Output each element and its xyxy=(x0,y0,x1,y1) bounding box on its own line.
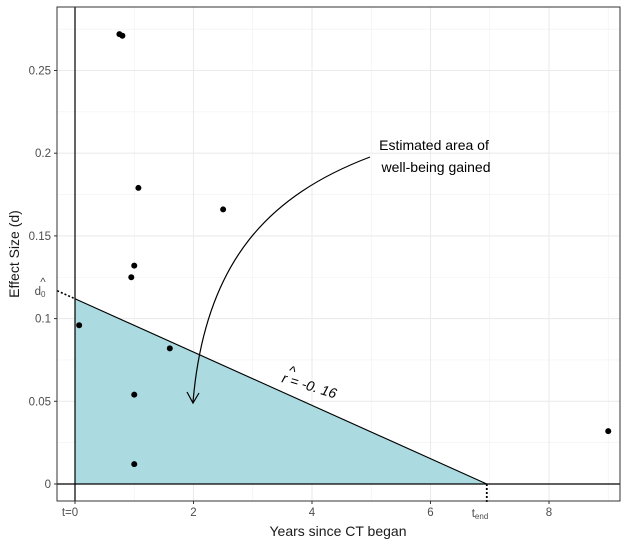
data-point xyxy=(166,345,173,352)
annotation-arrowhead xyxy=(186,391,200,405)
annotation-line-1: Estimated area of xyxy=(379,137,489,153)
d0-subscript: 0 xyxy=(41,290,46,299)
y-tick-label: 0 xyxy=(45,479,51,491)
tend-subscript: end xyxy=(475,512,488,521)
y-tick-label: 0.2 xyxy=(35,148,51,160)
d0-letter: d xyxy=(35,286,41,298)
x-tick-label: 2 xyxy=(190,507,196,519)
annotation-line-2: well-being gained xyxy=(381,159,491,175)
tend-label: tend xyxy=(472,508,489,521)
trend-line xyxy=(74,298,488,485)
d0-dotted-extension xyxy=(56,290,76,300)
data-point xyxy=(119,32,126,39)
x-tick-label: 4 xyxy=(309,507,316,519)
x-tick-label: 6 xyxy=(427,507,433,519)
y-tick-label: 0.15 xyxy=(29,231,51,243)
tend-letter: t xyxy=(472,508,476,520)
data-point xyxy=(605,428,612,435)
data-point xyxy=(135,184,142,191)
slope-hat: ^ xyxy=(287,362,298,379)
y-axis-ticks: 0 0.05 0.1 0.15 0.2 0.25 xyxy=(29,66,57,491)
y-tick-label: 0.05 xyxy=(29,396,51,408)
d0-label: d0 xyxy=(35,286,46,299)
x-tick-label: t=0 xyxy=(62,507,78,519)
data-points xyxy=(76,31,612,468)
x-axis-ticks: t=0 2 4 6 8 xyxy=(62,501,552,519)
data-point xyxy=(131,262,138,269)
data-point xyxy=(220,206,227,213)
x-axis-title: Years since CT began xyxy=(270,523,407,539)
data-point xyxy=(131,391,138,398)
data-point xyxy=(128,274,135,281)
annotation-arrow xyxy=(192,156,371,403)
y-tick-label: 0.25 xyxy=(29,66,51,78)
data-point xyxy=(76,322,83,329)
panel-border xyxy=(56,6,621,502)
minor-gridlines xyxy=(57,7,620,501)
y-tick-label: 0.1 xyxy=(35,314,51,326)
data-point xyxy=(131,461,138,468)
x-tick-label: 8 xyxy=(546,507,552,519)
d0-hat: ^ xyxy=(40,277,46,289)
y-axis-title: Effect Size (d) xyxy=(6,210,22,298)
